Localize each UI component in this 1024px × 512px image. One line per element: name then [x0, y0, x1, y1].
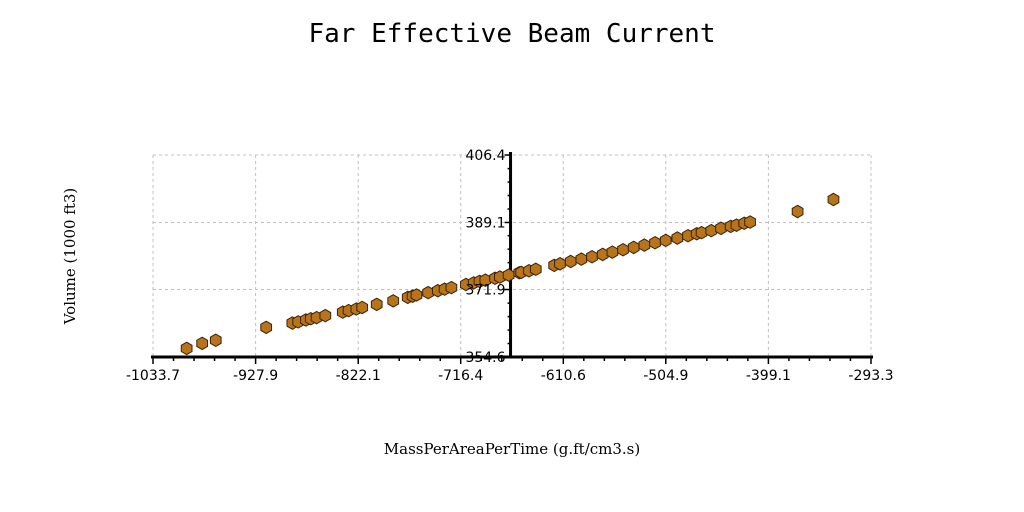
- data-point: [502, 268, 515, 282]
- data-point: [410, 288, 423, 302]
- data-point: [659, 233, 672, 248]
- data-point: [564, 254, 577, 269]
- data-point: [387, 294, 400, 308]
- data-point: [695, 225, 708, 240]
- x-tick-label: -822.1: [336, 368, 381, 384]
- y-tick-label: 389.1: [465, 215, 505, 231]
- y-axis-title: Volume (1000 ft3): [61, 188, 79, 326]
- x-tick-label: -1033.7: [126, 368, 180, 384]
- data-point: [370, 297, 383, 312]
- data-point: [529, 262, 542, 277]
- data-point: [554, 257, 566, 271]
- x-axis-title: MassPerAreaPerTime (g.ft/cm3.s): [384, 440, 640, 458]
- data-point: [422, 285, 434, 300]
- data-point: [606, 245, 619, 259]
- x-tick-label: -610.6: [541, 368, 586, 384]
- x-tick-label: -399.1: [746, 368, 791, 384]
- data-point: [209, 333, 222, 348]
- x-tick-label: -504.9: [643, 368, 688, 384]
- data-point: [638, 238, 651, 252]
- data-point: [596, 247, 609, 262]
- data-point: [260, 320, 273, 335]
- data-point: [196, 336, 209, 351]
- data-point: [319, 308, 332, 323]
- y-tick-label: 406.4: [465, 148, 505, 164]
- data-point: [445, 280, 458, 295]
- data-point: [705, 223, 718, 238]
- x-tick-label: -927.9: [233, 368, 278, 384]
- data-points: [180, 192, 840, 356]
- data-point: [180, 341, 193, 356]
- data-point: [671, 231, 684, 245]
- x-tick-label: -716.4: [438, 368, 483, 384]
- data-point: [744, 215, 756, 229]
- data-point: [586, 250, 598, 264]
- axes: [151, 152, 873, 364]
- data-point: [715, 221, 727, 236]
- chart-title: Far Effective Beam Current: [309, 19, 716, 49]
- x-tick-label: -293.3: [848, 368, 893, 384]
- y-tick-label: 371.9: [465, 283, 505, 299]
- data-point: [356, 300, 369, 315]
- data-point: [649, 235, 661, 250]
- data-point: [627, 240, 640, 255]
- data-point: [617, 242, 629, 257]
- data-point: [791, 204, 804, 219]
- grid: [152, 154, 872, 358]
- data-point: [827, 192, 840, 207]
- data-point: [575, 252, 588, 266]
- y-tick-label: 354.6: [465, 350, 505, 366]
- tick-labels: -1033.7 -927.9 -822.1 -716.4 -610.6 -504.9 -39…: [126, 148, 894, 384]
